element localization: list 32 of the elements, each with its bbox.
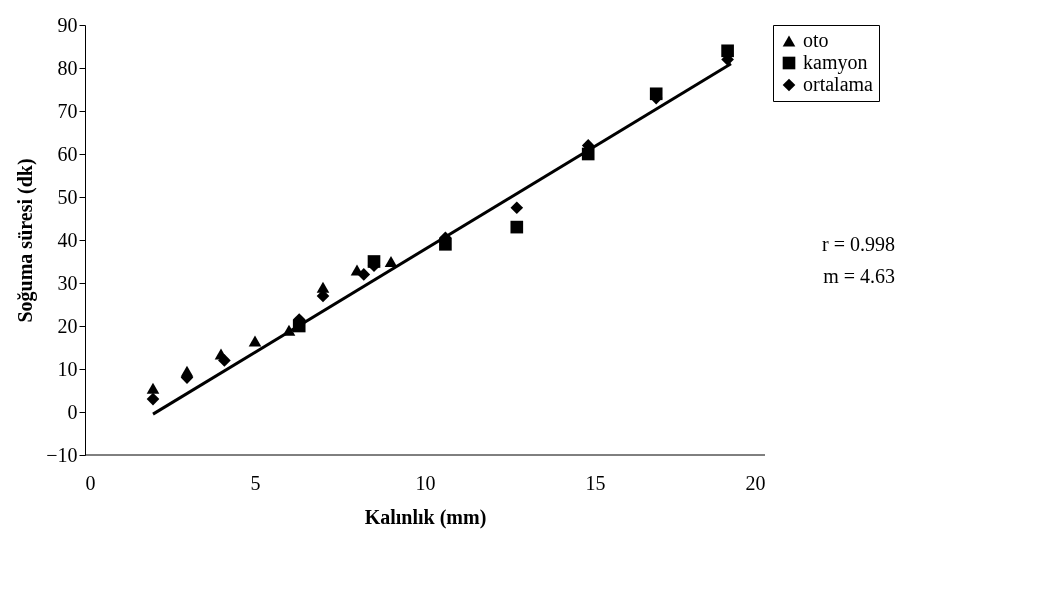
x-tick-label: 15 (585, 471, 606, 494)
y-tick-label: 0 (67, 400, 78, 423)
x-tick-label: 20 (745, 471, 766, 494)
y-tick-label: 60 (57, 142, 78, 165)
point (510, 201, 524, 215)
legend-label: kamyon (803, 51, 868, 74)
x-tick-label: 5 (250, 471, 261, 494)
legend-label: ortalama (803, 73, 874, 95)
x-tick-label: 0 (85, 471, 96, 494)
point (248, 335, 262, 347)
text: r = 0.998 (822, 233, 895, 255)
y-tick-label: −10 (46, 443, 78, 466)
y-tick-label: 30 (57, 271, 78, 294)
point (146, 382, 160, 394)
x-axis-title: Kalınlık (mm) (364, 505, 487, 529)
y-tick-label: 20 (57, 314, 78, 337)
point (384, 256, 398, 267)
point (218, 354, 231, 367)
y-tick-label: 80 (57, 56, 78, 79)
y-tick-label: 90 (57, 13, 78, 36)
legend-label: oto (803, 29, 829, 51)
x-tick-label: 10 (415, 471, 436, 494)
y-axis-title: Soğuma süresi (dk) (14, 158, 38, 323)
point (721, 44, 734, 58)
point (146, 392, 160, 406)
text: m = 4.63 (823, 265, 895, 287)
point (357, 268, 371, 281)
y-tick-label: 10 (57, 357, 78, 380)
point (510, 220, 524, 234)
y-tick-label: 40 (57, 228, 78, 251)
y-tick-label: 70 (57, 99, 78, 122)
y-tick-label: 50 (57, 185, 78, 208)
